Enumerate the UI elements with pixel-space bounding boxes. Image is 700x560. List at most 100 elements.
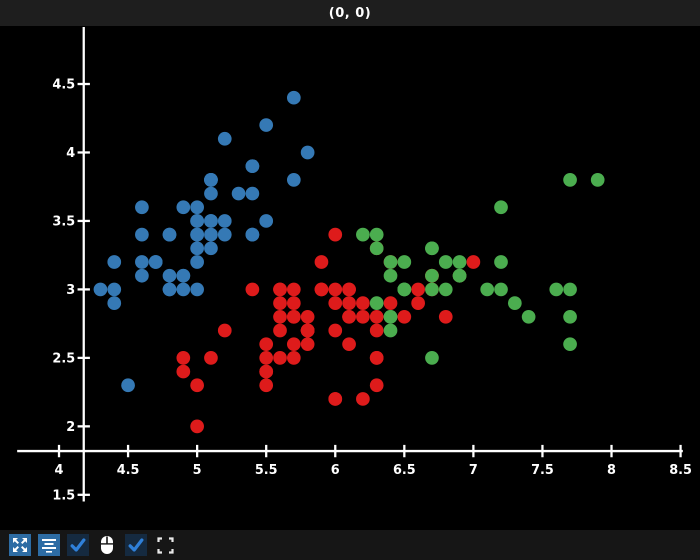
data-point-cluster-green[interactable] xyxy=(425,351,439,365)
data-point-cluster-green[interactable] xyxy=(563,337,577,352)
data-point-cluster-blue[interactable] xyxy=(190,241,204,256)
data-point-cluster-green[interactable] xyxy=(521,309,536,324)
data-point-cluster-red[interactable] xyxy=(328,296,343,310)
data-point-cluster-blue[interactable] xyxy=(190,214,204,228)
data-point-cluster-red[interactable] xyxy=(286,282,301,297)
data-point-cluster-red[interactable] xyxy=(369,351,384,365)
data-point-cluster-red[interactable] xyxy=(314,282,329,297)
data-point-cluster-blue[interactable] xyxy=(245,159,260,174)
data-point-cluster-blue[interactable] xyxy=(107,255,122,269)
data-point-cluster-blue[interactable] xyxy=(300,145,315,160)
data-point-cluster-red[interactable] xyxy=(217,323,232,338)
data-point-cluster-green[interactable] xyxy=(452,268,467,283)
data-point-cluster-green[interactable] xyxy=(494,200,508,215)
data-point-cluster-red[interactable] xyxy=(356,392,370,406)
data-point-cluster-blue[interactable] xyxy=(245,227,260,242)
data-point-cluster-green[interactable] xyxy=(397,282,412,297)
data-point-cluster-green[interactable] xyxy=(494,255,508,269)
data-point-cluster-red[interactable] xyxy=(245,282,260,297)
data-point-cluster-green[interactable] xyxy=(383,255,398,269)
data-point-cluster-blue[interactable] xyxy=(259,214,274,228)
data-point-cluster-red[interactable] xyxy=(273,323,287,338)
scatter-chart[interactable]: 4 4.5 5 5.5 6 6.5 7 7.5 8 8.5 1.5 2 2.5 3 3.5 4 4.5 xyxy=(0,26,700,530)
data-point-cluster-red[interactable] xyxy=(176,351,191,365)
data-point-cluster-blue[interactable] xyxy=(121,378,135,393)
data-point-cluster-red[interactable] xyxy=(286,309,301,324)
data-point-cluster-blue[interactable] xyxy=(190,255,204,269)
data-point-cluster-blue[interactable] xyxy=(217,227,232,242)
data-point-cluster-red[interactable] xyxy=(369,323,384,338)
data-point-cluster-red[interactable] xyxy=(342,337,356,352)
data-point-cluster-green[interactable] xyxy=(563,282,577,297)
data-point-cluster-green[interactable] xyxy=(397,255,412,269)
data-point-cluster-blue[interactable] xyxy=(162,268,177,283)
data-point-cluster-blue[interactable] xyxy=(176,268,191,283)
data-point-cluster-green[interactable] xyxy=(480,282,495,297)
data-point-cluster-red[interactable] xyxy=(273,282,287,297)
data-point-cluster-blue[interactable] xyxy=(286,173,301,187)
data-point-cluster-blue[interactable] xyxy=(135,268,149,283)
data-point-cluster-green[interactable] xyxy=(507,296,522,310)
data-point-cluster-green[interactable] xyxy=(563,173,577,187)
data-point-cluster-red[interactable] xyxy=(356,296,370,310)
data-point-cluster-red[interactable] xyxy=(356,309,370,324)
data-point-cluster-green[interactable] xyxy=(369,241,384,256)
data-point-cluster-blue[interactable] xyxy=(93,282,108,297)
data-point-cluster-red[interactable] xyxy=(273,309,287,324)
data-point-cluster-red[interactable] xyxy=(342,296,356,310)
data-point-cluster-green[interactable] xyxy=(425,241,439,256)
data-point-cluster-blue[interactable] xyxy=(176,200,191,215)
data-point-cluster-green[interactable] xyxy=(383,323,398,338)
data-point-cluster-red[interactable] xyxy=(328,227,343,242)
data-point-cluster-blue[interactable] xyxy=(190,282,204,297)
data-point-cluster-blue[interactable] xyxy=(217,131,232,146)
data-point-cluster-red[interactable] xyxy=(273,296,287,310)
data-point-cluster-red[interactable] xyxy=(176,364,191,379)
checkbox-1[interactable] xyxy=(67,534,89,556)
data-point-cluster-red[interactable] xyxy=(411,282,425,297)
data-point-cluster-red[interactable] xyxy=(259,364,274,379)
data-point-cluster-blue[interactable] xyxy=(107,296,122,310)
data-point-cluster-blue[interactable] xyxy=(259,118,274,132)
data-point-cluster-blue[interactable] xyxy=(217,214,232,228)
data-point-cluster-red[interactable] xyxy=(259,337,274,352)
data-point-cluster-red[interactable] xyxy=(190,378,204,393)
data-point-cluster-red[interactable] xyxy=(342,282,356,297)
data-point-cluster-blue[interactable] xyxy=(204,186,218,201)
data-point-cluster-red[interactable] xyxy=(259,378,274,393)
data-point-cluster-red[interactable] xyxy=(259,351,274,365)
data-point-cluster-green[interactable] xyxy=(452,255,467,269)
data-point-cluster-blue[interactable] xyxy=(204,227,218,242)
data-point-cluster-red[interactable] xyxy=(369,309,384,324)
data-point-cluster-blue[interactable] xyxy=(231,186,246,201)
data-point-cluster-red[interactable] xyxy=(466,255,481,269)
data-point-cluster-red[interactable] xyxy=(342,309,356,324)
data-point-cluster-blue[interactable] xyxy=(204,241,218,256)
data-point-cluster-red[interactable] xyxy=(328,392,343,406)
data-point-cluster-red[interactable] xyxy=(411,296,425,310)
data-point-cluster-blue[interactable] xyxy=(135,227,149,242)
fullscreen-corners[interactable] xyxy=(154,534,176,556)
expand-arrows-button[interactable] xyxy=(9,534,31,556)
data-point-cluster-blue[interactable] xyxy=(148,255,163,269)
data-point-cluster-blue[interactable] xyxy=(245,186,260,201)
data-point-cluster-red[interactable] xyxy=(328,282,343,297)
data-point-cluster-red[interactable] xyxy=(314,255,329,269)
data-point-cluster-red[interactable] xyxy=(438,309,453,324)
checkbox-2[interactable] xyxy=(125,534,147,556)
data-point-cluster-green[interactable] xyxy=(356,227,370,242)
data-point-cluster-red[interactable] xyxy=(397,309,412,324)
plot-area[interactable]: 4 4.5 5 5.5 6 6.5 7 7.5 8 8.5 1.5 2 2.5 3 3.5 4 4.5 xyxy=(0,26,700,530)
data-point-cluster-red[interactable] xyxy=(286,337,301,352)
data-point-cluster-red[interactable] xyxy=(190,419,204,434)
data-point-cluster-blue[interactable] xyxy=(204,173,218,187)
data-point-cluster-green[interactable] xyxy=(369,296,384,310)
data-point-cluster-red[interactable] xyxy=(369,378,384,393)
data-point-cluster-red[interactable] xyxy=(300,323,315,338)
data-point-cluster-blue[interactable] xyxy=(190,200,204,215)
data-point-cluster-red[interactable] xyxy=(286,296,301,310)
data-point-cluster-blue[interactable] xyxy=(107,282,122,297)
data-point-cluster-green[interactable] xyxy=(438,255,453,269)
align-lines-button[interactable] xyxy=(38,534,60,556)
data-point-cluster-blue[interactable] xyxy=(135,255,149,269)
